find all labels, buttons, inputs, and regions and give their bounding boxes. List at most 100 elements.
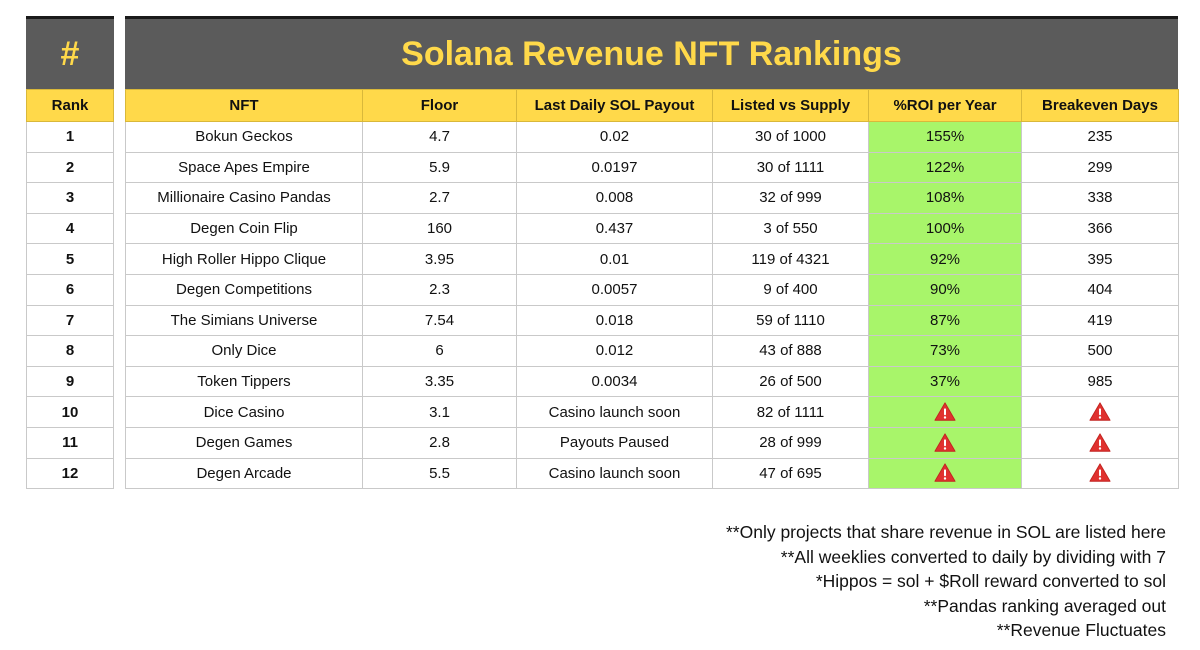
- warning-icon: [1089, 433, 1111, 452]
- footnote-line: **Revenue Fluctuates: [996, 620, 1166, 640]
- table-row: Degen Arcade 5.5 Casino launch soon 47 of 6…: [125, 457, 1179, 490]
- rank-cell: 6: [26, 273, 114, 306]
- table-row: Degen Games 2.8 Payouts Paused 28 of 999: [125, 426, 1179, 459]
- breakeven-cell: 366: [1021, 212, 1179, 245]
- table-row: Dice Casino 3.1 Casino launch soon 82 of 11…: [125, 396, 1179, 428]
- table-row: Degen Coin Flip 160 0.437 3 of 550 100% 366: [125, 212, 1179, 245]
- rank-row: 4: [26, 212, 114, 245]
- roi-cell: 73%: [868, 335, 1022, 367]
- nft-cell: The Simians Universe: [125, 304, 363, 337]
- payout-cell: 0.012: [516, 335, 713, 367]
- breakeven-cell: [1021, 426, 1179, 459]
- rank-cell: 12: [26, 457, 114, 490]
- rank-row: 12: [26, 457, 114, 490]
- rankings-table-body: Bokun Geckos 4.7 0.02 30 of 1000 155% 235 Spac…: [125, 121, 1179, 490]
- roi-cell: [868, 426, 1022, 459]
- listed-cell: 59 of 1110: [712, 304, 869, 337]
- table-row: Bokun Geckos 4.7 0.02 30 of 1000 155% 235: [125, 121, 1179, 153]
- rank-cell: 4: [26, 212, 114, 245]
- payout-cell: Casino launch soon: [516, 457, 713, 490]
- column-header-listed: Listed vs Supply: [712, 89, 869, 122]
- listed-cell: 9 of 400: [712, 273, 869, 306]
- rank-cell: 9: [26, 365, 114, 398]
- table-row: Degen Competitions 2.3 0.0057 9 of 400 90% 40…: [125, 273, 1179, 306]
- breakeven-cell: 404: [1021, 273, 1179, 306]
- footnote-line: **Pandas ranking averaged out: [923, 595, 1166, 616]
- listed-cell: 47 of 695: [712, 457, 869, 490]
- column-header-nft: NFT: [125, 89, 363, 122]
- rank-row: 11: [26, 426, 114, 459]
- rank-row: 9: [26, 365, 114, 398]
- rank-row: 7: [26, 304, 114, 337]
- roi-cell: 92%: [868, 243, 1022, 275]
- rank-cell: 7: [26, 304, 114, 337]
- table-row: Millionaire Casino Pandas 2.7 0.008 32 of 9…: [125, 182, 1179, 214]
- floor-cell: 4.7: [362, 121, 517, 153]
- roi-cell: [868, 457, 1022, 490]
- roi-cell: [868, 396, 1022, 428]
- page-title: Solana Revenue NFT Rankings: [125, 16, 1178, 89]
- payout-cell: 0.018: [516, 304, 713, 337]
- rank-row: 10: [26, 396, 114, 428]
- listed-cell: 82 of 1111: [712, 396, 869, 428]
- rank-row: 5: [26, 243, 114, 275]
- nft-cell: Degen Competitions: [125, 273, 363, 306]
- rank-row: 6: [26, 273, 114, 306]
- roi-cell: 100%: [868, 212, 1022, 245]
- rank-cell: 8: [26, 335, 114, 367]
- nft-cell: Only Dice: [125, 335, 363, 367]
- rank-row: 1: [26, 121, 114, 153]
- roi-cell: 90%: [868, 273, 1022, 306]
- floor-cell: 2.7: [362, 182, 517, 214]
- table-row: The Simians Universe 7.54 0.018 59 of 1110 8…: [125, 304, 1179, 337]
- rank-column-header: Rank: [26, 89, 114, 122]
- payout-cell: 0.01: [516, 243, 713, 275]
- table-row: Only Dice 6 0.012 43 of 888 73% 500: [125, 335, 1179, 367]
- payout-cell: Payouts Paused: [516, 426, 713, 459]
- nft-cell: Degen Arcade: [125, 457, 363, 490]
- rank-row: 3: [26, 182, 114, 214]
- roi-cell: 155%: [868, 121, 1022, 153]
- listed-cell: 3 of 550: [712, 212, 869, 245]
- floor-cell: 5.9: [362, 151, 517, 184]
- footnotes: **Only projects that share revenue in SO…: [726, 520, 1166, 643]
- breakeven-cell: 235: [1021, 121, 1179, 153]
- payout-cell: 0.02: [516, 121, 713, 153]
- rank-table: Rank 1 2 3 4 5 6 7 8 9 10 11 12: [26, 89, 114, 490]
- warning-icon: [1089, 463, 1111, 483]
- roi-cell: 108%: [868, 182, 1022, 214]
- rank-cell: 5: [26, 243, 114, 275]
- rank-row: 2: [26, 151, 114, 184]
- rankings-block: Solana Revenue NFT Rankings NFT Floor La…: [125, 16, 1179, 490]
- payout-cell: 0.0197: [516, 151, 713, 184]
- listed-cell: 43 of 888: [712, 335, 869, 367]
- rank-cell: 2: [26, 151, 114, 184]
- payout-cell: 0.0034: [516, 365, 713, 398]
- rankings-table: NFT Floor Last Daily SOL Payout Listed v…: [125, 89, 1179, 490]
- roi-cell: 122%: [868, 151, 1022, 184]
- listed-cell: 32 of 999: [712, 182, 869, 214]
- rank-column-block: # Rank 1 2 3 4 5 6 7 8 9 10 11 12: [26, 16, 114, 490]
- payout-cell: 0.437: [516, 212, 713, 245]
- payout-cell: 0.008: [516, 182, 713, 214]
- listed-cell: 28 of 999: [712, 426, 869, 459]
- warning-icon: [1089, 402, 1111, 421]
- table-row: High Roller Hippo Clique 3.95 0.01 119 of 4…: [125, 243, 1179, 275]
- rank-hash-header: #: [26, 16, 114, 89]
- listed-cell: 30 of 1111: [712, 151, 869, 184]
- breakeven-cell: 299: [1021, 151, 1179, 184]
- breakeven-cell: 395: [1021, 243, 1179, 275]
- nft-cell: Millionaire Casino Pandas: [125, 182, 363, 214]
- floor-cell: 3.95: [362, 243, 517, 275]
- floor-cell: 7.54: [362, 304, 517, 337]
- floor-cell: 2.3: [362, 273, 517, 306]
- floor-cell: 5.5: [362, 457, 517, 490]
- rank-cell: 1: [26, 121, 114, 153]
- footnote-line: **All weeklies converted to daily by div…: [780, 546, 1166, 567]
- nft-cell: Bokun Geckos: [125, 121, 363, 153]
- column-header-floor: Floor: [362, 89, 517, 122]
- floor-cell: 6: [362, 335, 517, 367]
- rank-row: 8: [26, 335, 114, 367]
- breakeven-cell: 419: [1021, 304, 1179, 337]
- nft-cell: Space Apes Empire: [125, 151, 363, 184]
